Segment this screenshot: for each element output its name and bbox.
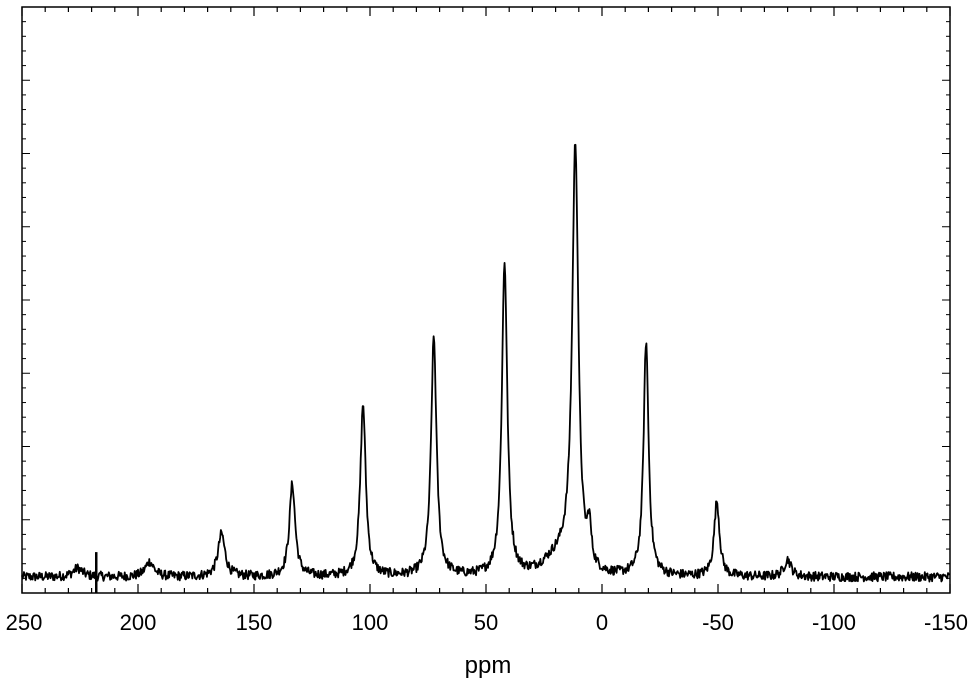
x-tick-label: 100 <box>352 610 389 635</box>
plot-frame <box>21 6 951 594</box>
x-tick-label: 50 <box>474 610 498 635</box>
x-tick-label: 0 <box>596 610 608 635</box>
x-tick-label: 200 <box>120 610 157 635</box>
x-tick-label: -100 <box>812 610 856 635</box>
spectrum-line <box>21 143 951 583</box>
x-axis-label: ppm <box>465 652 512 679</box>
x-tick-label: -50 <box>702 610 734 635</box>
plot-area <box>21 6 951 594</box>
x-tick-label: 250 <box>6 610 43 635</box>
x-tick-label: -150 <box>924 610 968 635</box>
x-tick-label: 150 <box>236 610 273 635</box>
x-tick-labels: 250 200 150 100 50 0 -50 -100 -150 <box>6 610 968 635</box>
axis-ticks <box>21 6 951 594</box>
